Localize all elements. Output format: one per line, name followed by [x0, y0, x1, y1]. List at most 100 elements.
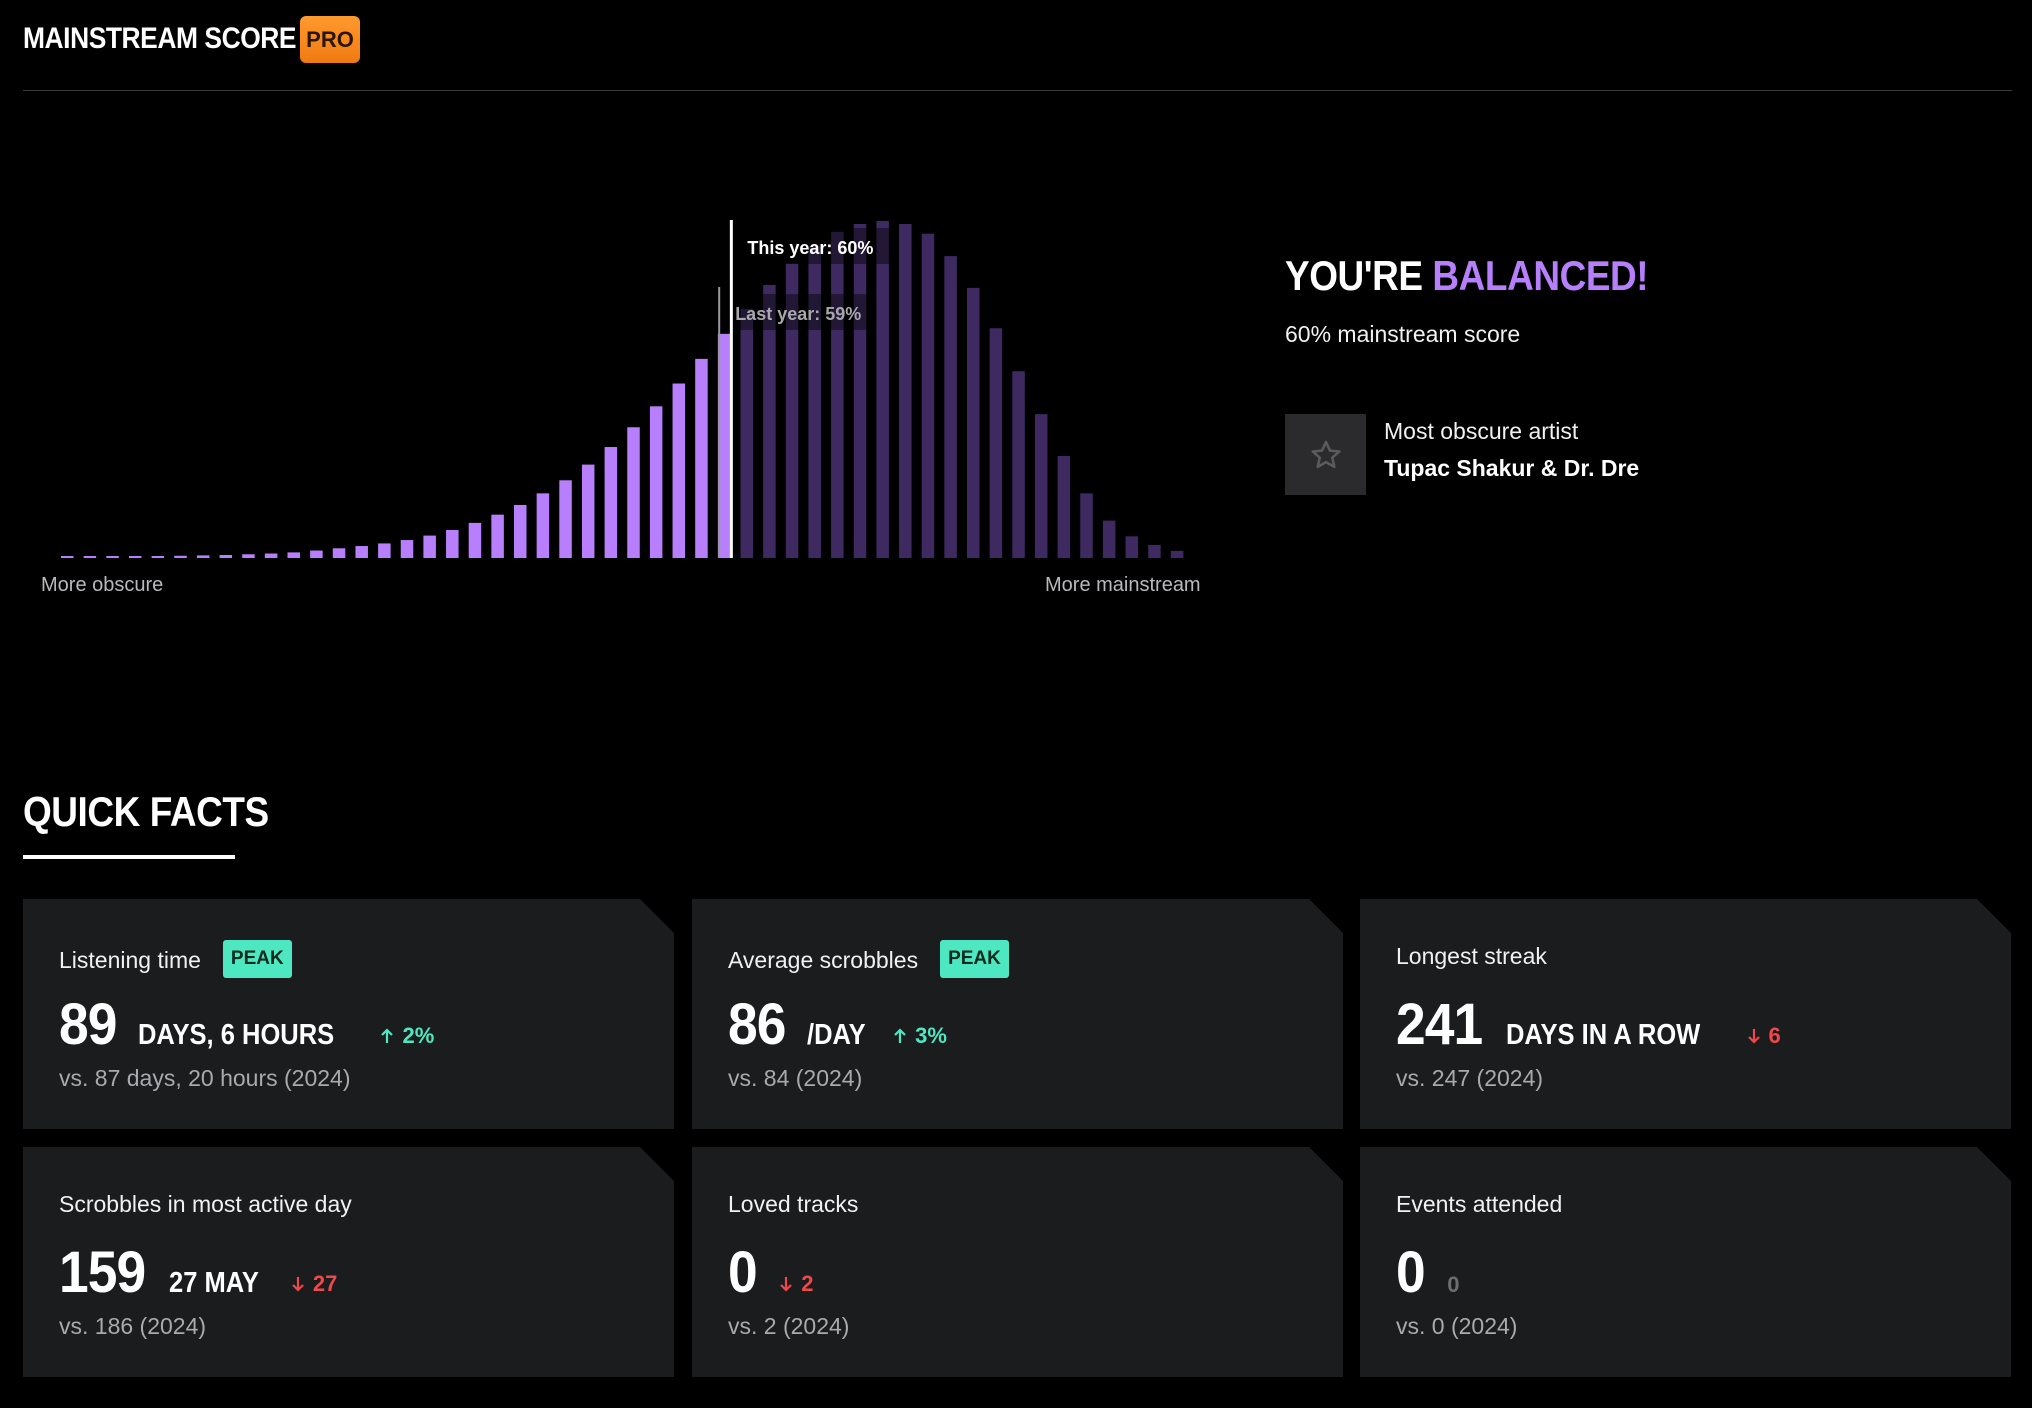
chart-bar: [332, 548, 346, 558]
chart-bar: [853, 223, 867, 559]
chart-bar: [899, 223, 912, 559]
artist-label: Most obscure artist: [1384, 418, 1579, 444]
arrow-down-icon: [779, 1276, 793, 1292]
section-header: MAINSTREAM SCORE PRO: [23, 0, 2012, 91]
chart-bar: [106, 556, 119, 558]
quick-fact-card: Loved tracks 0 2 vs. 2 (2024): [692, 1147, 1343, 1377]
chart-bar: [287, 552, 300, 558]
mainstream-headline: YOU'RE BALANCED!: [1285, 252, 1649, 300]
headline-prefix: YOU'RE: [1285, 252, 1423, 299]
mainstream-score-text: 60% mainstream score: [1285, 321, 1521, 347]
card-compare: vs. 0 (2024): [1396, 1313, 1518, 1339]
card-value: 159: [59, 1240, 146, 1305]
card-compare: vs. 186 (2024): [59, 1313, 207, 1339]
chart-bar: [423, 535, 436, 558]
chart-bar: [740, 308, 753, 558]
chart-bar: [242, 554, 255, 558]
card-delta-value: 2: [801, 1271, 814, 1296]
chart-bar: [672, 383, 686, 558]
card-value-row: 159 27 MAY 27: [59, 1239, 337, 1299]
card-delta-value: 2%: [402, 1023, 435, 1048]
peak-badge: PEAK: [940, 940, 1009, 978]
arrow-up-icon: [893, 1028, 907, 1044]
axis-label-obscure: More obscure: [41, 574, 164, 596]
card-label-text: Average scrobbles: [728, 947, 919, 974]
pro-badge[interactable]: PRO: [300, 16, 360, 63]
card-compare: vs. 87 days, 20 hours (2024): [59, 1065, 351, 1091]
card-unit: /DAY: [806, 1019, 866, 1051]
card-compare: vs. 247 (2024): [1396, 1065, 1544, 1091]
card-value-row: 89 DAYS, 6 HOURS 2%: [59, 991, 434, 1051]
chart-bar: [310, 550, 323, 558]
card-label: Average scrobbles PEAK: [728, 943, 1009, 981]
chart-bar: [604, 447, 618, 558]
card-delta-value: 6: [1768, 1023, 1781, 1048]
card-label-text: Events attended: [1396, 1191, 1563, 1217]
artist-name-link[interactable]: Tupac Shakur & Dr. Dre: [1384, 455, 1640, 481]
quick-fact-card: Longest streak 241 DAYS IN A ROW 6 vs. 247 (…: [1360, 899, 2011, 1129]
chart-bar: [83, 556, 97, 558]
chart-bar: [514, 504, 527, 558]
chart-bar: [400, 540, 414, 558]
card-unit: 27 MAY: [168, 1267, 259, 1299]
chart-bar: [717, 333, 731, 558]
card-compare: vs. 84 (2024): [728, 1065, 863, 1091]
chart-bar: [1080, 493, 1093, 558]
chart-bar: [196, 555, 210, 558]
chart-bar: [559, 480, 572, 558]
chart-bar: [808, 246, 821, 558]
star-icon: [1310, 440, 1341, 468]
chart-bar: [1057, 456, 1071, 558]
card-unit: DAYS IN A ROW: [1505, 1019, 1701, 1051]
chart-bar: [1102, 520, 1116, 558]
chart-bar: [468, 522, 482, 558]
chart-bar: [264, 553, 278, 558]
card-delta: 2: [779, 1271, 813, 1297]
axis-label-mainstream: More mainstream: [1045, 574, 1201, 596]
chart-bar: [1170, 550, 1184, 558]
chart-bar: [1012, 371, 1025, 558]
card-label-text: Longest streak: [1396, 943, 1547, 969]
chart-bar: [695, 358, 708, 558]
last-year-marker-label: Last year: 59%: [735, 304, 861, 324]
chart-bar: [219, 555, 233, 558]
chart-bar: [536, 493, 550, 558]
chart-bar: [989, 328, 1003, 558]
chart-bar: [921, 233, 935, 558]
arrow-up-icon: [380, 1028, 394, 1044]
chart-bar: [785, 263, 799, 558]
chart-bar: [446, 529, 459, 558]
card-delta-value: 3%: [915, 1023, 947, 1048]
card-label-text: Listening time: [59, 947, 201, 974]
chart-bar: [649, 406, 663, 558]
card-delta: 2%: [380, 1023, 434, 1049]
card-label: Longest streak: [1396, 943, 1547, 970]
chart-bar: [967, 287, 980, 558]
quick-facts-tab[interactable]: QUICK FACTS: [23, 788, 269, 835]
chart-bar: [61, 556, 74, 558]
card-delta: 0: [1447, 1272, 1459, 1298]
card-label: Events attended: [1396, 1191, 1562, 1218]
card-label-text: Loved tracks: [728, 1191, 859, 1217]
quick-fact-card: Average scrobbles PEAK 86/DAY 3% vs. 84 (202…: [692, 899, 1343, 1129]
card-value: 0: [728, 1240, 757, 1305]
this-year-marker-bg: [739, 228, 890, 264]
section-title: MAINSTREAM SCORE: [23, 22, 297, 55]
this-year-marker-label: This year: 60%: [747, 238, 873, 258]
card-delta: 27: [291, 1271, 337, 1297]
chart-bar: [581, 464, 595, 558]
card-value-row: 241 DAYS IN A ROW 6: [1396, 991, 1781, 1051]
chart-bar: [1148, 544, 1161, 558]
chart-bar: [355, 546, 368, 558]
card-label-text: Scrobbles in most active day: [59, 1191, 352, 1217]
quick-fact-card: Listening time PEAK 89 DAYS, 6 HOURS 2% vs. 8…: [23, 899, 674, 1129]
chart-bar: [491, 514, 504, 558]
chart-bar: [763, 284, 776, 558]
chart-bar: [627, 427, 640, 558]
chart-bar: [174, 555, 187, 558]
artist-image[interactable]: [1285, 414, 1366, 495]
card-delta-value: 0: [1447, 1272, 1460, 1297]
card-delta: 3%: [893, 1023, 947, 1049]
card-value: 241: [1396, 992, 1483, 1057]
